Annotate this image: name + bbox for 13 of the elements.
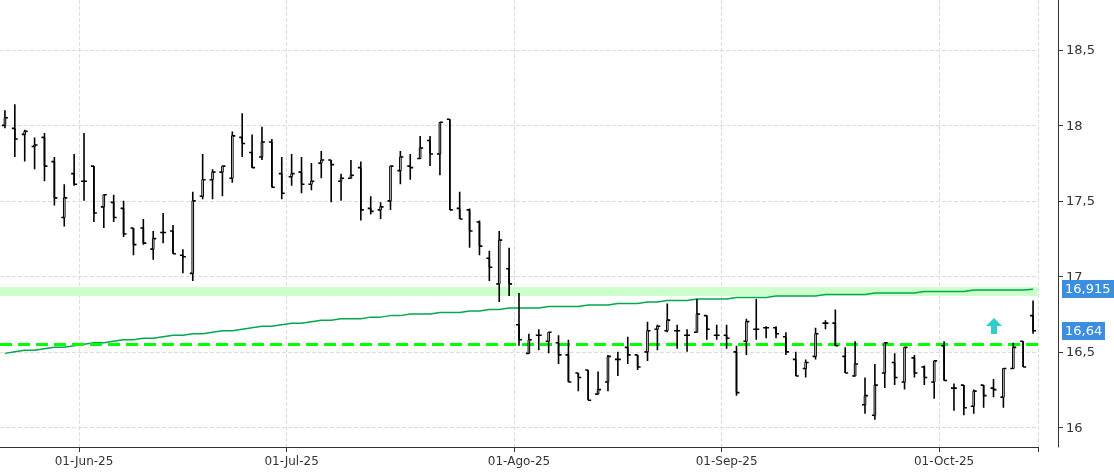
x-tick-label: 01-Jun-25 [54, 454, 114, 468]
x-tick-label: 01-Ago-25 [487, 454, 551, 468]
x-tick-label: 01-Jul-25 [264, 454, 319, 468]
y-tick-label: 18 [1066, 117, 1083, 133]
text: 16,915 [1062, 280, 1114, 299]
text: 16,64 [1062, 321, 1106, 340]
y-tick-label: 16 [1066, 419, 1083, 435]
y-tick-label: 17,5 [1066, 193, 1095, 209]
x-tick-label: 01-Oct-25 [913, 454, 975, 468]
y-tick-label: 18,5 [1066, 42, 1095, 58]
x-tick-label: 01-Sep-25 [695, 454, 758, 468]
y-tick-label: 16,5 [1066, 344, 1095, 360]
line-series [4, 288, 1034, 355]
